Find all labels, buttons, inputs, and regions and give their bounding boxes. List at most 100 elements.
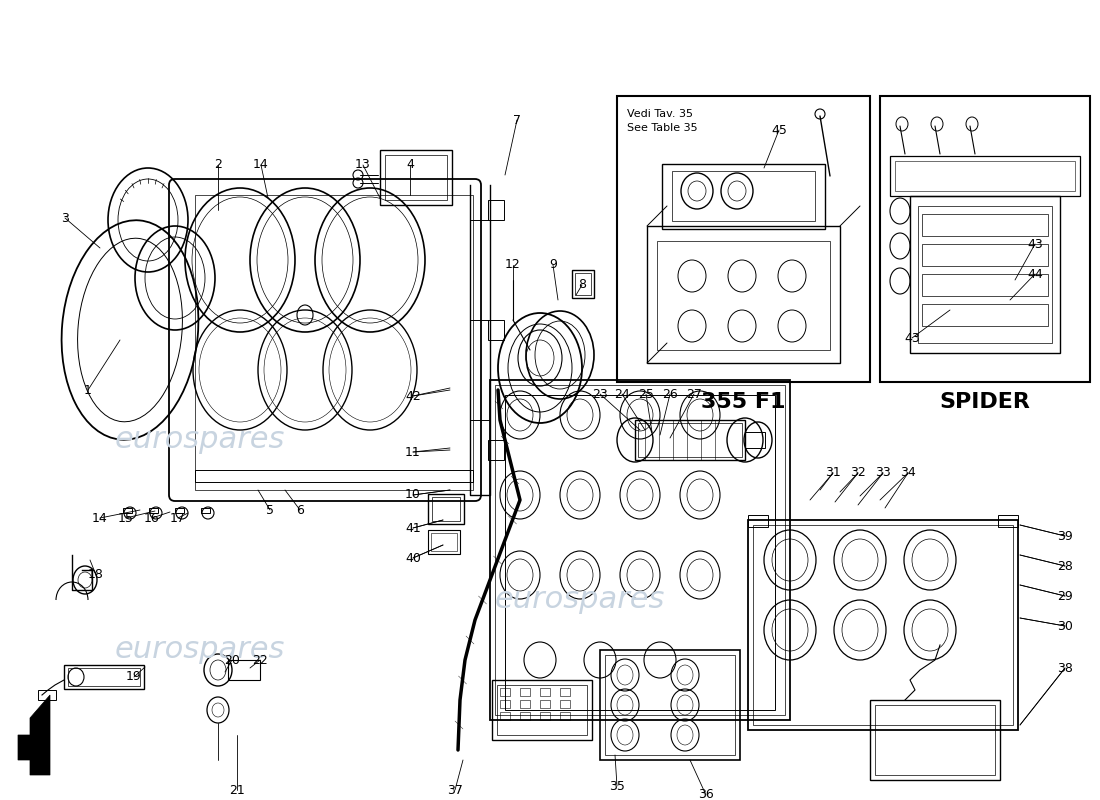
Text: 8: 8 xyxy=(578,278,586,291)
Bar xyxy=(918,206,1052,343)
Bar xyxy=(175,508,184,513)
Bar xyxy=(432,497,460,521)
Text: 29: 29 xyxy=(1057,590,1072,602)
Text: 10: 10 xyxy=(405,489,421,502)
Bar xyxy=(657,241,830,350)
Text: 26: 26 xyxy=(662,387,678,401)
Text: SPIDER: SPIDER xyxy=(939,392,1031,412)
Bar xyxy=(431,533,456,551)
Bar xyxy=(379,150,452,205)
Bar xyxy=(520,712,530,720)
Text: 27: 27 xyxy=(686,387,702,401)
Bar xyxy=(635,420,745,460)
Bar xyxy=(870,700,1000,780)
Text: 35: 35 xyxy=(609,779,625,793)
Bar xyxy=(922,274,1048,296)
Bar xyxy=(638,423,743,457)
Text: 30: 30 xyxy=(1057,619,1072,633)
Bar xyxy=(540,712,550,720)
Bar xyxy=(600,650,740,760)
Bar xyxy=(201,508,210,513)
Text: 42: 42 xyxy=(405,390,421,402)
Text: 45: 45 xyxy=(771,123,786,137)
Text: 15: 15 xyxy=(118,511,134,525)
Text: eurospares: eurospares xyxy=(114,426,285,454)
Bar xyxy=(922,214,1048,236)
Text: 39: 39 xyxy=(1057,530,1072,542)
Bar xyxy=(754,525,1013,725)
Bar xyxy=(998,515,1018,527)
Bar xyxy=(495,385,785,715)
Bar xyxy=(497,685,587,735)
Bar xyxy=(39,690,56,700)
Text: 43: 43 xyxy=(1027,238,1043,250)
Bar xyxy=(922,244,1048,266)
Bar xyxy=(540,688,550,696)
Text: 31: 31 xyxy=(825,466,840,479)
Text: 32: 32 xyxy=(850,466,866,479)
Text: 36: 36 xyxy=(698,789,714,800)
Text: eurospares: eurospares xyxy=(114,635,285,665)
Text: 14: 14 xyxy=(253,158,268,171)
Text: 355 F1: 355 F1 xyxy=(702,392,785,412)
Bar xyxy=(560,688,570,696)
Bar xyxy=(68,668,140,686)
Bar xyxy=(428,494,464,524)
Text: 22: 22 xyxy=(252,654,268,666)
Text: 20: 20 xyxy=(224,654,240,666)
Bar xyxy=(64,665,144,689)
Bar xyxy=(922,304,1048,326)
Polygon shape xyxy=(18,695,50,775)
Text: 3: 3 xyxy=(62,211,69,225)
Text: 5: 5 xyxy=(266,503,274,517)
Bar xyxy=(605,655,735,755)
Bar xyxy=(428,530,460,554)
Bar xyxy=(385,155,447,200)
Text: 13: 13 xyxy=(355,158,371,171)
Text: 9: 9 xyxy=(549,258,557,271)
Bar xyxy=(520,700,530,708)
Bar xyxy=(520,688,530,696)
Text: 1: 1 xyxy=(84,383,92,397)
Bar xyxy=(505,395,776,710)
Bar xyxy=(560,712,570,720)
Bar xyxy=(500,700,510,708)
Bar xyxy=(874,705,996,775)
Bar xyxy=(540,700,550,708)
Text: See Table 35: See Table 35 xyxy=(627,123,697,133)
Text: 16: 16 xyxy=(144,511,159,525)
Text: 17: 17 xyxy=(170,511,186,525)
Bar xyxy=(123,508,132,513)
Bar xyxy=(488,320,504,340)
Bar xyxy=(148,508,158,513)
Text: eurospares: eurospares xyxy=(495,586,666,614)
Bar xyxy=(880,96,1090,382)
Bar xyxy=(195,195,473,490)
Text: 28: 28 xyxy=(1057,559,1072,573)
Bar xyxy=(647,226,840,363)
Text: 2: 2 xyxy=(214,158,222,171)
Text: 38: 38 xyxy=(1057,662,1072,674)
Bar xyxy=(488,440,504,460)
Text: 14: 14 xyxy=(92,511,108,525)
Text: 23: 23 xyxy=(592,387,608,401)
Bar xyxy=(910,196,1060,354)
Text: 43: 43 xyxy=(904,331,920,345)
Text: 6: 6 xyxy=(296,503,304,517)
Bar xyxy=(500,688,510,696)
Bar xyxy=(617,96,870,382)
Bar xyxy=(195,470,473,482)
Bar xyxy=(490,380,790,720)
Text: 24: 24 xyxy=(614,387,630,401)
Text: 41: 41 xyxy=(405,522,421,534)
Bar xyxy=(745,432,764,448)
Bar xyxy=(748,515,768,527)
Bar xyxy=(575,273,591,295)
Text: 40: 40 xyxy=(405,551,421,565)
Bar xyxy=(560,700,570,708)
Text: 7: 7 xyxy=(513,114,521,126)
Bar xyxy=(572,270,594,298)
Text: 25: 25 xyxy=(638,387,653,401)
Bar xyxy=(228,660,260,680)
Bar xyxy=(895,161,1075,191)
